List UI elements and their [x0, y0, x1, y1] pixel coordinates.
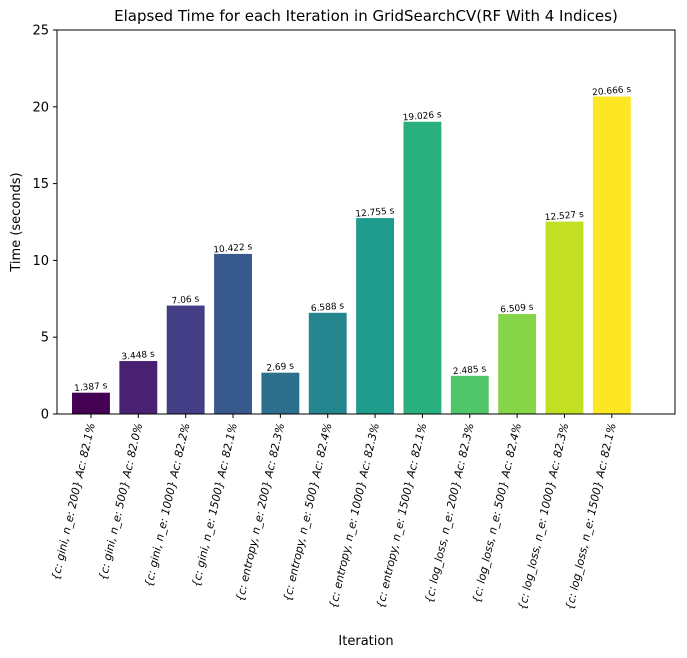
plot-frame — [56, 29, 676, 415]
bar-value-label: 12.527 s — [544, 210, 584, 223]
bar-value-labels: 1.387 s 3.448 s 7.06 s 10.422 s 2.69 s 6.588 … — [74, 85, 632, 394]
bar-value-label: 6.509 s — [500, 303, 534, 316]
y-tick-label: 15 — [32, 177, 49, 192]
bar-value-label: 10.422 s — [213, 242, 253, 255]
x-tick-label: {c: log_loss, n_e: 1500} Ac: 82.1% — [563, 422, 619, 611]
x-tick-label: {c: entropy, n_e: 1000} Ac: 82.3% — [327, 422, 382, 610]
y-tick-label: 10 — [32, 254, 49, 269]
bar-value-label: 19.026 s — [402, 110, 442, 123]
x-axis-label: Iteration — [338, 634, 393, 649]
bar-value-label: 2.485 s — [453, 364, 487, 377]
x-tick-label: {c: gini, n_e: 1500} Ac: 82.1% — [189, 422, 239, 589]
bars-group — [72, 96, 631, 414]
bar-value-label: 2.69 s — [266, 361, 295, 373]
x-tick-label: {c: log_loss, n_e: 500} Ac: 82.4% — [470, 422, 524, 605]
bar — [498, 314, 537, 414]
bar-value-label: 3.448 s — [121, 350, 155, 363]
x-axis: {c: gini, n_e: 200} Ac: 82.1%{c: gini, n… — [49, 414, 619, 611]
y-tick-label: 0 — [41, 408, 49, 423]
bar — [403, 121, 442, 414]
x-tick-label: {c: gini, n_e: 500} Ac: 82.0% — [96, 422, 145, 582]
bar-value-label: 20.666 s — [592, 85, 632, 98]
bar-value-label: 6.588 s — [311, 301, 345, 314]
bar — [261, 372, 300, 414]
x-tick-label: {c: entropy, n_e: 200} Ac: 82.3% — [234, 422, 288, 603]
x-tick-label: {c: log_loss, n_e: 200} Ac: 82.3% — [423, 422, 477, 605]
bar — [450, 375, 489, 414]
bar — [166, 305, 205, 414]
chart-title: Elapsed Time for each Iteration in GridS… — [114, 7, 618, 25]
y-tick-label: 5 — [41, 331, 49, 346]
bar-value-label: 1.387 s — [74, 381, 108, 394]
x-tick-label: {c: entropy, n_e: 1500} Ac: 82.1% — [374, 422, 429, 610]
x-tick-label: {c: log_loss, n_e: 1000} Ac: 82.3% — [516, 422, 572, 611]
x-tick-label: {c: entropy, n_e: 500} Ac: 82.4% — [281, 422, 335, 603]
bar — [72, 392, 110, 414]
y-tick-label: 25 — [32, 24, 49, 39]
x-tick-label: {c: gini, n_e: 200} Ac: 82.1% — [49, 422, 98, 582]
bar — [592, 96, 631, 414]
y-axis-label: Time (seconds) — [9, 172, 24, 272]
bar — [356, 218, 395, 414]
x-tick-label: {c: gini, n_e: 1000} Ac: 82.2% — [142, 422, 192, 589]
bar — [214, 253, 252, 414]
y-tick-label: 20 — [32, 100, 49, 115]
bar — [545, 221, 584, 414]
y-axis: 0 5 10 15 20 25 — [32, 24, 57, 423]
bar — [308, 312, 347, 414]
bar-value-label: 12.755 s — [355, 206, 395, 219]
bar-value-label: 7.06 s — [171, 294, 200, 306]
bar — [119, 361, 158, 414]
